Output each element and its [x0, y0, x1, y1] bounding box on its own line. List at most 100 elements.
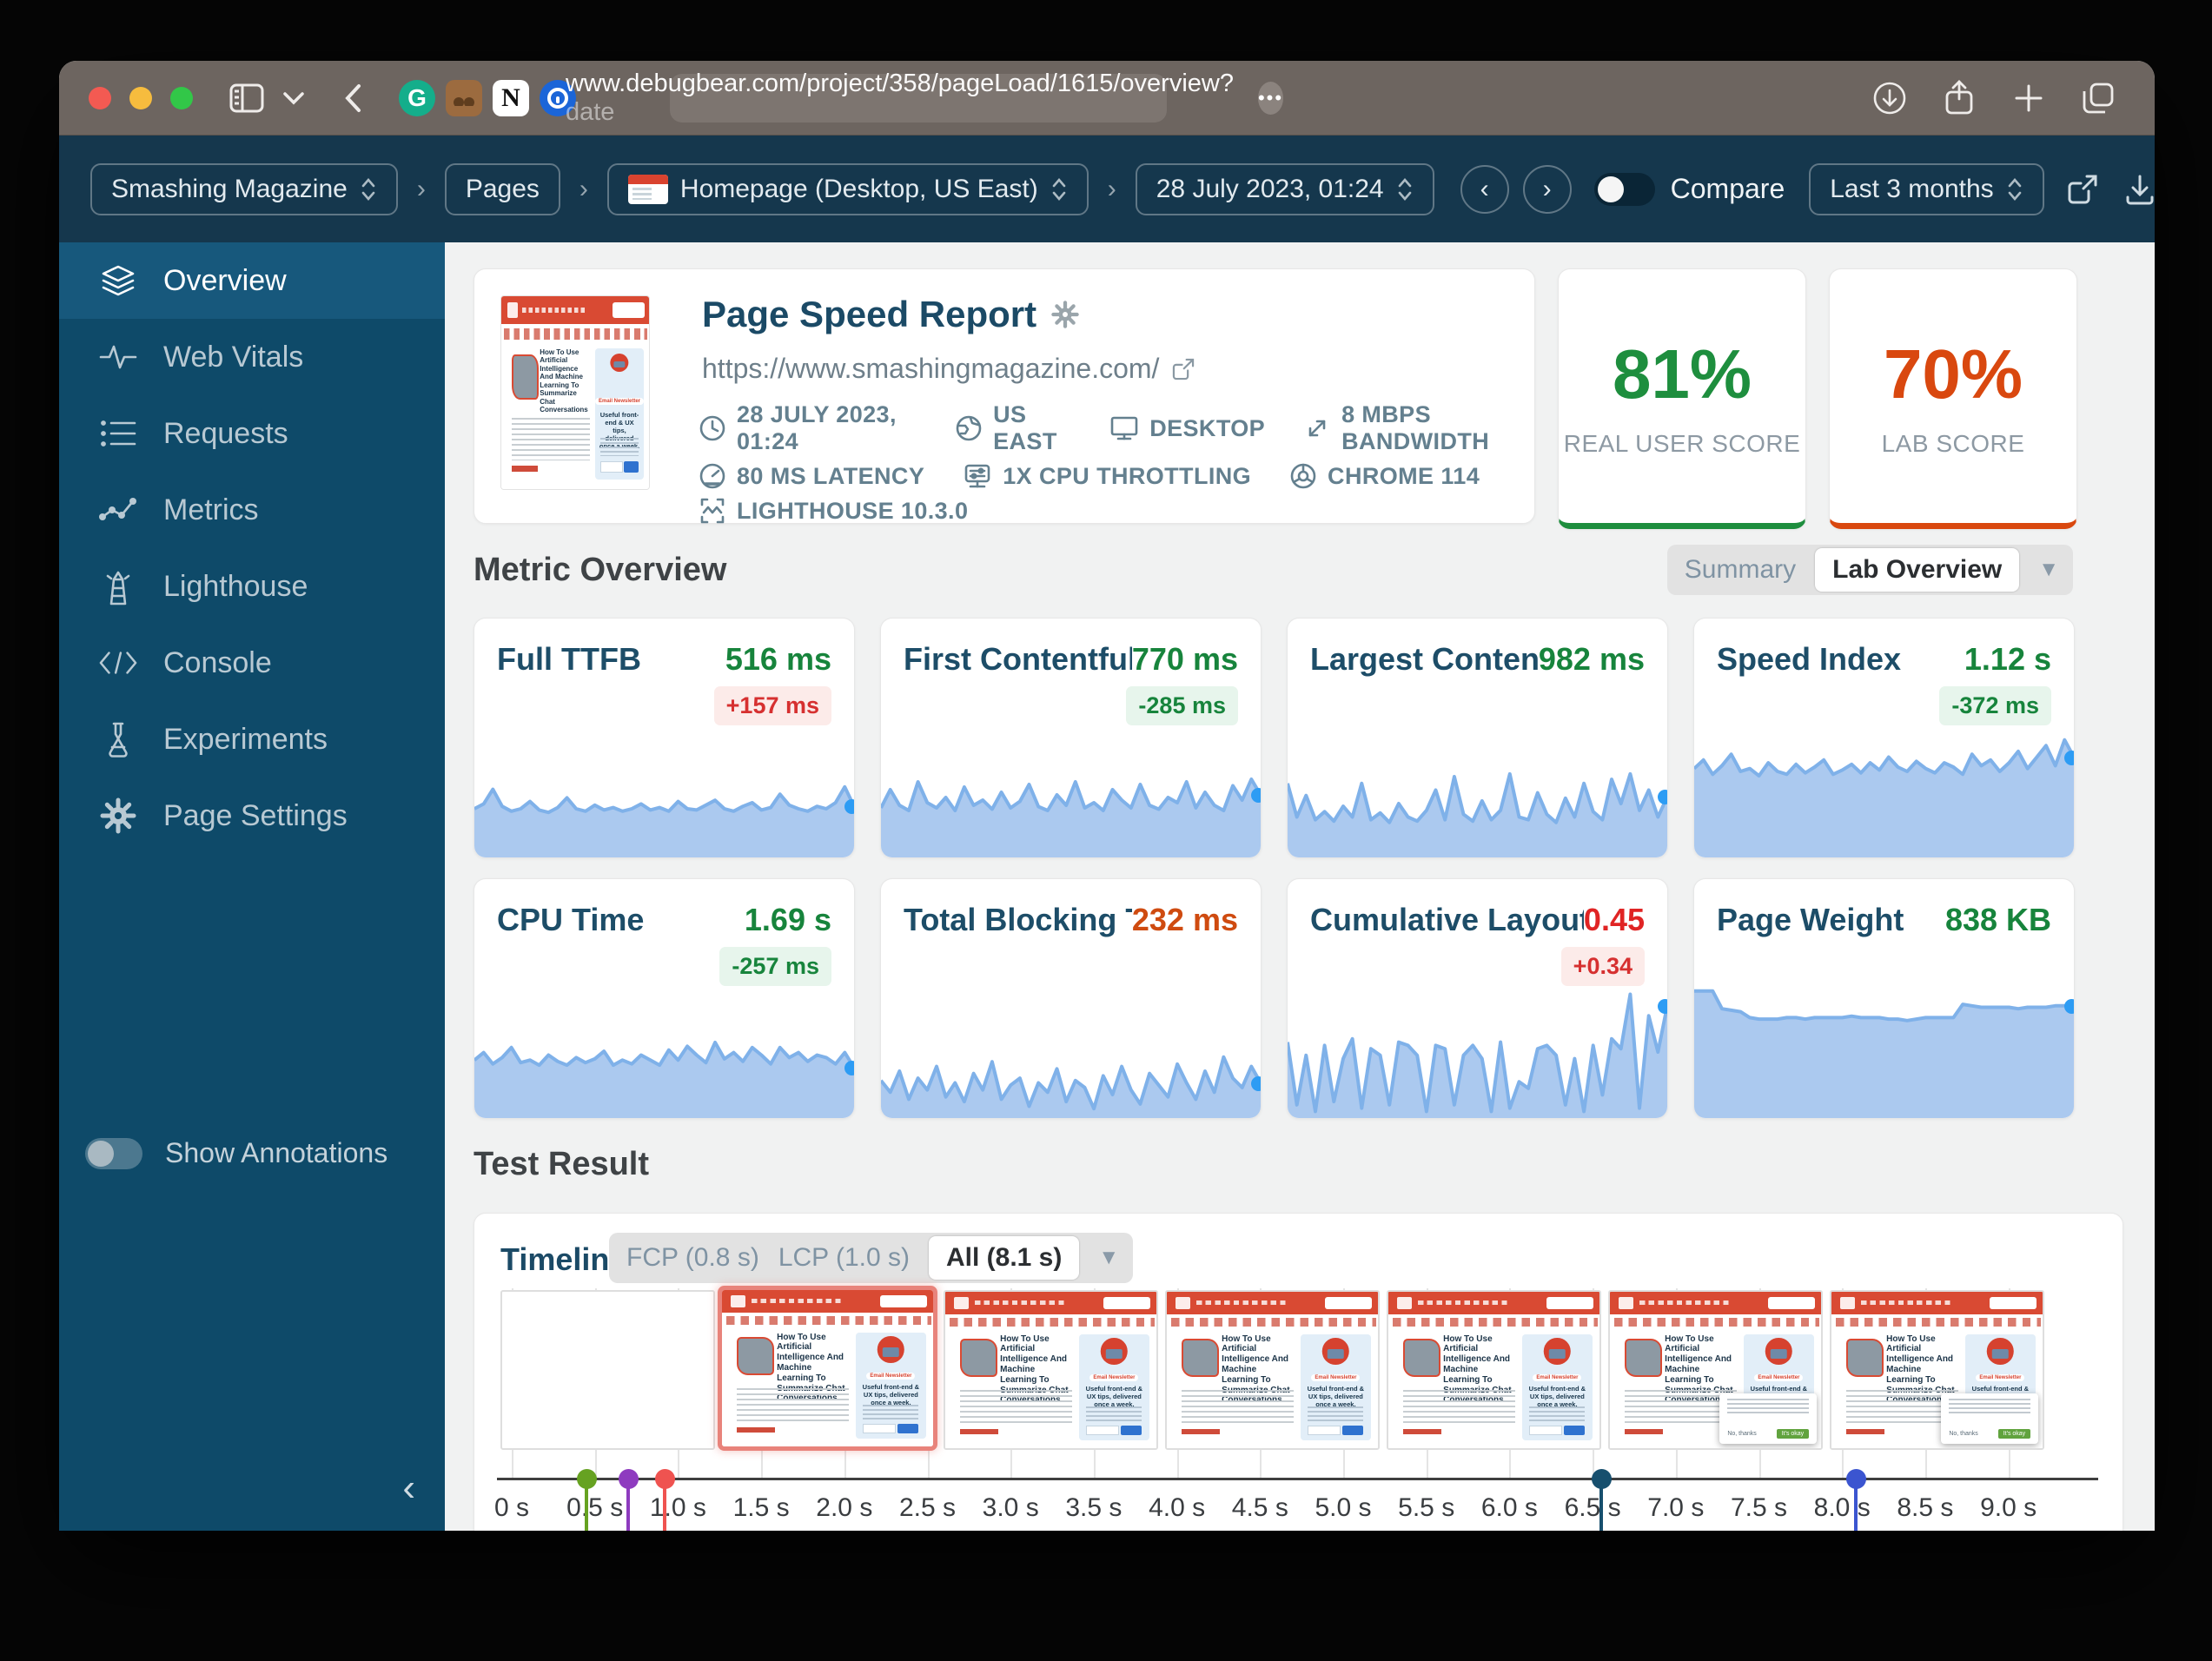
view-option-summary[interactable]: Summary	[1684, 555, 1797, 584]
mini-author-avatar	[737, 1337, 774, 1375]
sidebar-toggle-icon[interactable]	[227, 78, 267, 118]
axis-tick-label: 5.5 s	[1398, 1493, 1455, 1522]
chevron-down-icon[interactable]	[274, 78, 314, 118]
pulse-icon	[99, 338, 137, 376]
sidebar-item-label: Metrics	[163, 493, 259, 526]
axis-tick-label: 1.5 s	[732, 1493, 790, 1522]
report-url-link[interactable]: https://www.smashingmagazine.com/	[702, 353, 1160, 384]
breadcrumb: Smashing Magazine › Pages › Homepage (Deskto…	[90, 162, 1434, 215]
smashing-homepage-render: How To Use Artificial Intelligence And M…	[1831, 1292, 2043, 1448]
mini-author-avatar	[1625, 1339, 1662, 1377]
metric-card-first-contentful[interactable]: First Contentful ...770 ms -285 ms	[880, 618, 1262, 858]
next-test-button[interactable]: ›	[1522, 164, 1572, 214]
view-option-lab-overview[interactable]: Lab Overview	[1815, 548, 2020, 592]
open-external-icon[interactable]	[2063, 170, 2102, 208]
mini-author-avatar	[1182, 1339, 1219, 1377]
new-tab-icon[interactable]	[2009, 78, 2049, 118]
breadcrumb-smashing-magazine[interactable]: Smashing Magazine	[90, 162, 398, 215]
metric-sparkline	[474, 992, 854, 1118]
test-result-heading: Test Result	[474, 1146, 650, 1182]
latest-point-dot	[844, 1061, 854, 1075]
timeline-filter-lcp-1-0-s[interactable]: LCP (1.0 s)	[778, 1243, 910, 1272]
metric-delta-badge: -257 ms	[719, 947, 831, 986]
smashing-homepage-render: How To Use Artificial Intelligence And M…	[1167, 1292, 1378, 1448]
metric-card-cpu-time[interactable]: CPU Time 1.69 s -257 ms	[474, 878, 855, 1119]
back-button[interactable]	[333, 78, 373, 118]
annotations-toggle[interactable]	[85, 1137, 142, 1169]
meta-8-mbps-bandwidth: 8 MBPS BANDWIDTH	[1303, 401, 1534, 455]
sidebar-item-overview[interactable]: Overview	[59, 242, 445, 319]
sidebar-item-metrics[interactable]: Metrics	[59, 472, 445, 548]
share-icon[interactable]	[1939, 78, 1979, 118]
mini-newsletter-panel: Email Newsletter Useful front-end & UX t…	[1079, 1333, 1149, 1440]
smashing-homepage-render: How To Use Artificial Intelligence And M…	[501, 296, 649, 489]
metric-delta-badge: +0.34	[1560, 947, 1645, 986]
breadcrumb-separator: ›	[1107, 174, 1116, 203]
chevrons-updown-icon	[1050, 176, 1068, 202]
timeline-card: Timeline FCP (0.8 s) LCP (1.0 s) All (8.1 …	[474, 1213, 2123, 1531]
metric-value: 232 ms	[1131, 902, 1238, 937]
filmstrip-frame-1-blank[interactable]	[500, 1290, 715, 1450]
onepassword-extension-icon[interactable]	[540, 79, 576, 116]
axis-tick-label: 2.0 s	[816, 1493, 873, 1522]
external-link-icon[interactable]	[1171, 357, 1195, 381]
sidebar-item-label: Experiments	[163, 722, 328, 756]
sidebar-item-web-vitals[interactable]: Web Vitals	[59, 319, 445, 395]
tab-overview-icon[interactable]	[2078, 78, 2118, 118]
page-settings-menu-icon[interactable]: •••	[1257, 81, 1284, 115]
timeline-filter-all-8-1-s[interactable]: All (8.1 s)	[928, 1236, 1080, 1280]
filmstrip-frame-7[interactable]: How To Use Artificial Intelligence And M…	[1830, 1290, 2044, 1450]
address-bar[interactable]: www.debugbear.com/project/358/pageLoad/1…	[566, 69, 1284, 126]
sidebar-item-requests[interactable]: Requests	[59, 395, 445, 472]
sidebar-item-experiments[interactable]: Experiments	[59, 701, 445, 778]
sidebar-item-page-settings[interactable]: Page Settings	[59, 778, 445, 854]
mini-site-header	[1388, 1292, 1599, 1315]
mini-site-header	[722, 1290, 933, 1314]
metric-card-cumulative-layout[interactable]: Cumulative Layout ...0.45 +0.34	[1287, 878, 1668, 1119]
filmstrip-frame-6[interactable]: How To Use Artificial Intelligence And M…	[1608, 1290, 1823, 1450]
download-report-icon[interactable]	[2121, 170, 2155, 208]
score-label: LAB SCORE	[1881, 430, 2025, 457]
breadcrumb-pages[interactable]: Pages	[444, 162, 560, 215]
meta-28-july-2023-01-24: 28 JULY 2023, 01:24	[699, 401, 917, 455]
breadcrumb-28-july-2023-01-24[interactable]: 28 July 2023, 01:24	[1135, 162, 1434, 215]
date-range-dropdown[interactable]: Last 3 months	[1809, 162, 2044, 215]
metric-card-page-weight[interactable]: Page Weight 838 KB	[1693, 878, 2075, 1119]
metric-card-largest-content[interactable]: Largest Content...982 ms	[1287, 618, 1668, 858]
filmstrip-frame-5[interactable]: How To Use Artificial Intelligence And M…	[1387, 1290, 1601, 1450]
metric-value: 0.45	[1583, 902, 1645, 937]
meta-1x-cpu-throttling: 1X CPU THROTTLING	[963, 462, 1251, 490]
zoom-window-button[interactable]	[170, 86, 193, 109]
brown-extension-icon[interactable]	[446, 79, 482, 116]
axis-tick-label: 6.0 s	[1480, 1493, 1538, 1522]
filmstrip-frame-4[interactable]: How To Use Artificial Intelligence And M…	[1165, 1290, 1380, 1450]
timeline-filter-fcp-0-8-s[interactable]: FCP (0.8 s)	[626, 1243, 759, 1272]
latest-point-dot	[1658, 790, 1667, 804]
meta-chrome-114: CHROME 114	[1289, 462, 1480, 490]
filmstrip-frame-3[interactable]: How To Use Artificial Intelligence And M…	[944, 1290, 1158, 1450]
dropdown-arrow-icon[interactable]: ▼	[2038, 558, 2059, 581]
minimize-window-button[interactable]	[129, 86, 152, 109]
breadcrumb-homepage-desktop-us-east[interactable]: Homepage (Desktop, US East)	[606, 162, 1089, 215]
breadcrumb-separator: ›	[579, 174, 588, 203]
collapse-sidebar-button[interactable]: ‹	[402, 1466, 415, 1509]
clock-icon	[699, 414, 726, 442]
compare-toggle[interactable]	[1593, 172, 1655, 206]
grammarly-extension-icon[interactable]: G	[399, 79, 435, 116]
score-value: 81%	[1612, 335, 1752, 413]
previous-test-button[interactable]: ‹	[1460, 164, 1509, 214]
notion-extension-icon[interactable]: N	[493, 79, 529, 116]
show-annotations-control: Show Annotations	[85, 1137, 387, 1169]
downloads-icon[interactable]	[1870, 78, 1910, 118]
region-icon	[955, 414, 983, 442]
metric-card-total-blocking-ti[interactable]: Total Blocking Ti...232 ms	[880, 878, 1262, 1119]
sidebar-item-console[interactable]: Console	[59, 625, 445, 701]
close-window-button[interactable]	[89, 86, 111, 109]
axis-tick-label: 7.5 s	[1730, 1493, 1788, 1522]
metric-card-speed-index[interactable]: Speed Index 1.12 s -372 ms	[1693, 618, 2075, 858]
dropdown-arrow-icon[interactable]: ▼	[1098, 1246, 1120, 1269]
metric-card-full-ttfb[interactable]: Full TTFB 516 ms +157 ms	[474, 618, 855, 858]
filmstrip-frame-2[interactable]: How To Use Artificial Intelligence And M…	[722, 1290, 933, 1446]
sidebar-item-lighthouse[interactable]: Lighthouse	[59, 548, 445, 625]
report-settings-gear-icon[interactable]	[1050, 300, 1080, 329]
